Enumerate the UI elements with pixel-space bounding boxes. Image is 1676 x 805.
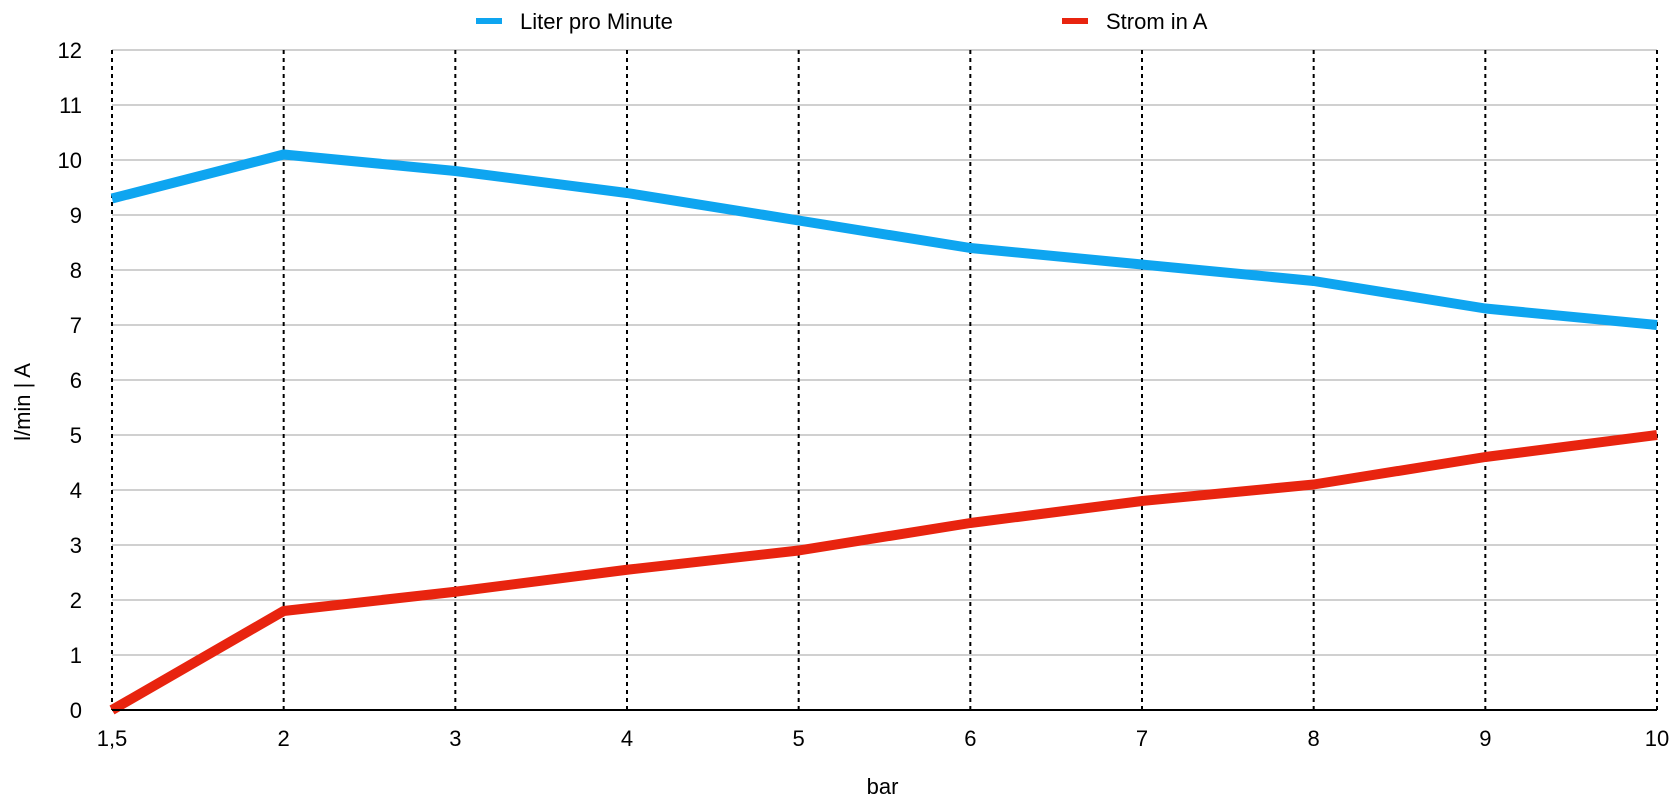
x-tick-label: 8	[1308, 726, 1320, 751]
y-tick-label: 2	[70, 588, 82, 613]
y-tick-label: 7	[70, 313, 82, 338]
series-lines	[109, 149, 1658, 715]
x-axis-title: bar	[867, 774, 899, 799]
x-tick-label: 2	[278, 726, 290, 751]
legend: Liter pro Minute Strom in A	[476, 9, 1208, 34]
y-tick-label: 1	[70, 643, 82, 668]
x-tick-label: 9	[1479, 726, 1491, 751]
x-tick-label: 7	[1136, 726, 1148, 751]
x-tick-label: 3	[449, 726, 461, 751]
x-tick-labels: 1,5 2 3 4 5 6 7 8 9 10	[97, 726, 1670, 751]
y-tick-label: 3	[70, 533, 82, 558]
y-tick-label: 9	[70, 203, 82, 228]
y-tick-label: 0	[70, 698, 82, 723]
y-tick-label: 11	[59, 93, 82, 118]
series-line-1	[109, 430, 1658, 715]
x-tick-label: 1,5	[97, 726, 128, 751]
legend-label-0: Liter pro Minute	[520, 9, 673, 34]
x-tick-label: 4	[621, 726, 633, 751]
horizontal-gridlines	[112, 49, 1657, 656]
y-tick-label: 12	[58, 38, 82, 63]
y-tick-label: 8	[70, 258, 82, 283]
x-tick-label: 6	[964, 726, 976, 751]
y-tick-label: 5	[70, 423, 82, 448]
y-tick-label: 6	[70, 368, 82, 393]
y-tick-label: 10	[58, 148, 82, 173]
series-line-0	[110, 149, 1658, 330]
x-tick-label: 10	[1645, 726, 1669, 751]
x-tick-label: 5	[793, 726, 805, 751]
y-tick-label: 4	[70, 478, 82, 503]
y-axis-title: l/min | A	[10, 363, 35, 441]
legend-label-1: Strom in A	[1106, 9, 1208, 34]
vertical-gridlines	[111, 50, 1658, 710]
